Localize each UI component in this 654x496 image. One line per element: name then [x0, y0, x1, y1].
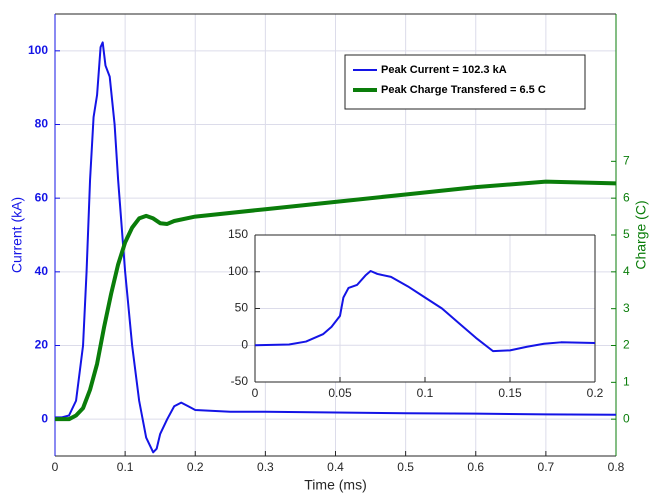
y2-tick-label: 1 [623, 375, 630, 389]
y-tick-label: 40 [35, 264, 49, 278]
y2-tick-label: 7 [623, 154, 630, 168]
y2-tick-label: 2 [623, 338, 630, 352]
x-tick-label: 0.7 [538, 460, 555, 474]
y-tick-label: 0 [41, 411, 48, 425]
x-axis-label: Time (ms) [304, 477, 366, 493]
x-tick-label: 0.15 [498, 386, 522, 400]
x-tick-label: 0.2 [187, 460, 204, 474]
x-tick-label: 0.1 [117, 460, 134, 474]
x-tick-label: 0.8 [608, 460, 625, 474]
series-line [55, 41, 617, 454]
x-tick-label: 0.2 [587, 386, 604, 400]
y-axis-label: Current (kA) [9, 197, 25, 273]
y-tick-label: 50 [235, 301, 249, 315]
y2-tick-label: 4 [623, 264, 630, 278]
y-tick-label: 80 [35, 117, 49, 131]
y-tick-label: 20 [35, 338, 49, 352]
y2-tick-label: 5 [623, 227, 630, 241]
legend-box [344, 54, 586, 110]
series-line [254, 270, 596, 353]
x-tick-label: 0.5 [397, 460, 414, 474]
x-tick-label: 0.4 [327, 460, 344, 474]
legend-label: Peak Current = 102.3 kA [381, 64, 507, 76]
series-line [55, 179, 617, 422]
x-tick-label: 0 [52, 460, 59, 474]
x-tick-label: 0.6 [467, 460, 484, 474]
y-tick-label: 0 [241, 337, 248, 351]
x-tick-label: 0 [252, 386, 259, 400]
y2-tick-label: 3 [623, 301, 630, 315]
x-tick-label: 0.3 [257, 460, 274, 474]
y2-tick-label: 0 [623, 411, 630, 425]
legend-label: Peak Charge Transfered = 6.5 C [381, 84, 546, 96]
y-tick-label: 100 [28, 43, 48, 57]
y2-tick-label: 6 [623, 190, 630, 204]
y-tick-label: 100 [228, 264, 248, 278]
y-tick-label: 150 [228, 227, 248, 241]
y2-axis-label: Charge (C) [633, 200, 649, 269]
y-tick-label: 60 [35, 190, 49, 204]
x-tick-label: 0.05 [328, 386, 352, 400]
y-tick-label: -50 [231, 374, 249, 388]
x-tick-label: 0.1 [417, 386, 434, 400]
